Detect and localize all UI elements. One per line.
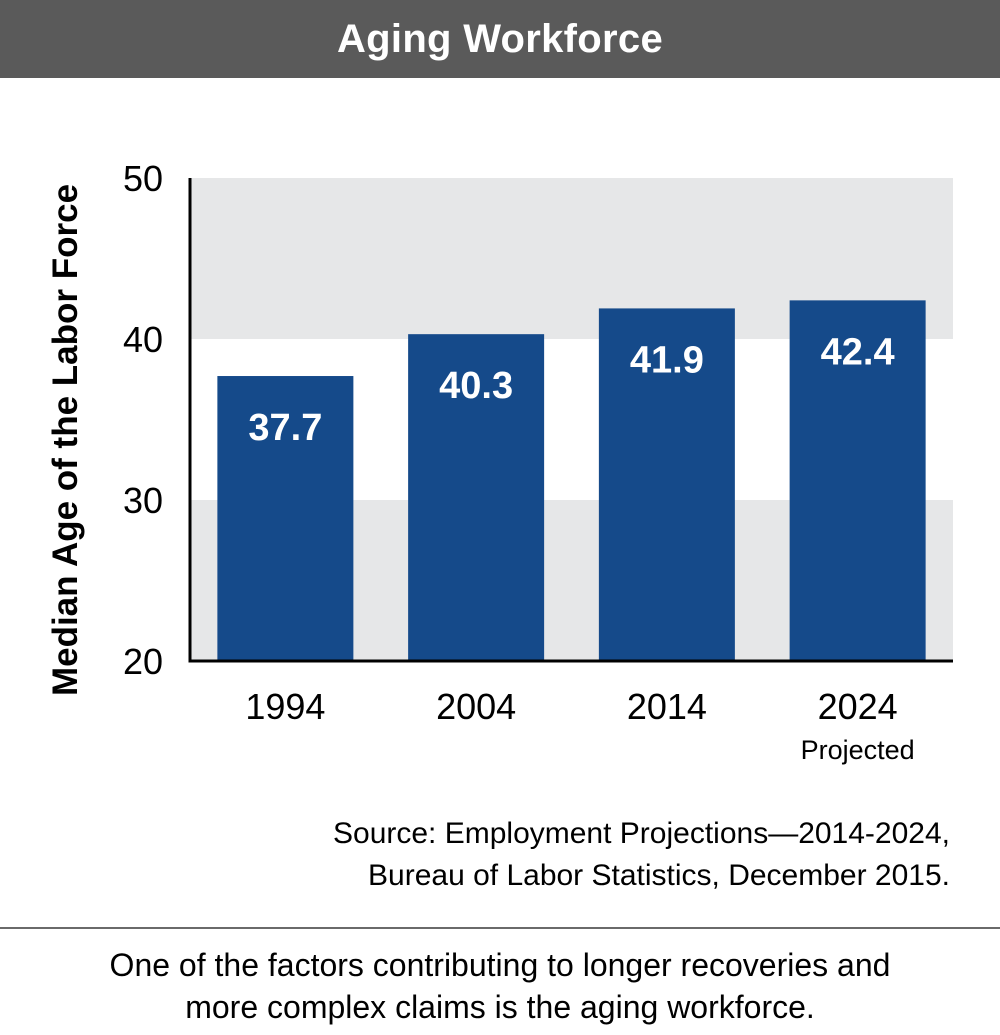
caption-line-2: more complex claims is the aging workfor… — [185, 989, 815, 1025]
y-tick-label-30: 30 — [123, 480, 163, 521]
value-label-2004: 40.3 — [439, 365, 513, 407]
y-tick-label-20: 20 — [123, 641, 163, 682]
divider — [0, 927, 1000, 929]
bar-2014 — [598, 308, 735, 661]
value-label-1994: 37.7 — [248, 407, 322, 449]
y-tick-label-40: 40 — [123, 319, 163, 360]
title-bar: Aging Workforce — [0, 0, 1000, 78]
caption: One of the factors contributing to longe… — [0, 944, 1000, 1028]
x-tick-label-2024: 2024 — [818, 686, 898, 727]
source-line-1: Source: Employment Projections—2014-2024… — [333, 817, 950, 850]
x-tick-label-2014: 2014 — [627, 686, 707, 727]
x-tick-label-1994: 1994 — [245, 686, 325, 727]
y-axis-title: Median Age of the Labor Force — [46, 184, 85, 696]
x-tick-label-2004: 2004 — [436, 686, 516, 727]
value-label-2024: 42.4 — [821, 331, 895, 373]
x-tick-sublabel: Projected — [801, 735, 915, 765]
bar-chart: 37.7 1994 40.3 2004 41.9 2014 42.4 2024 Projecte… — [46, 158, 953, 765]
value-label-2014: 41.9 — [630, 339, 704, 381]
bar-2024 — [789, 300, 926, 661]
y-tick-label-50: 50 — [123, 158, 163, 199]
chart-title: Aging Workforce — [336, 16, 663, 61]
bar-2004 — [408, 334, 545, 661]
bar-1994 — [217, 376, 354, 661]
caption-line-1: One of the factors contributing to longe… — [109, 947, 891, 983]
source-line-2: Bureau of Labor Statistics, December 201… — [368, 859, 950, 892]
